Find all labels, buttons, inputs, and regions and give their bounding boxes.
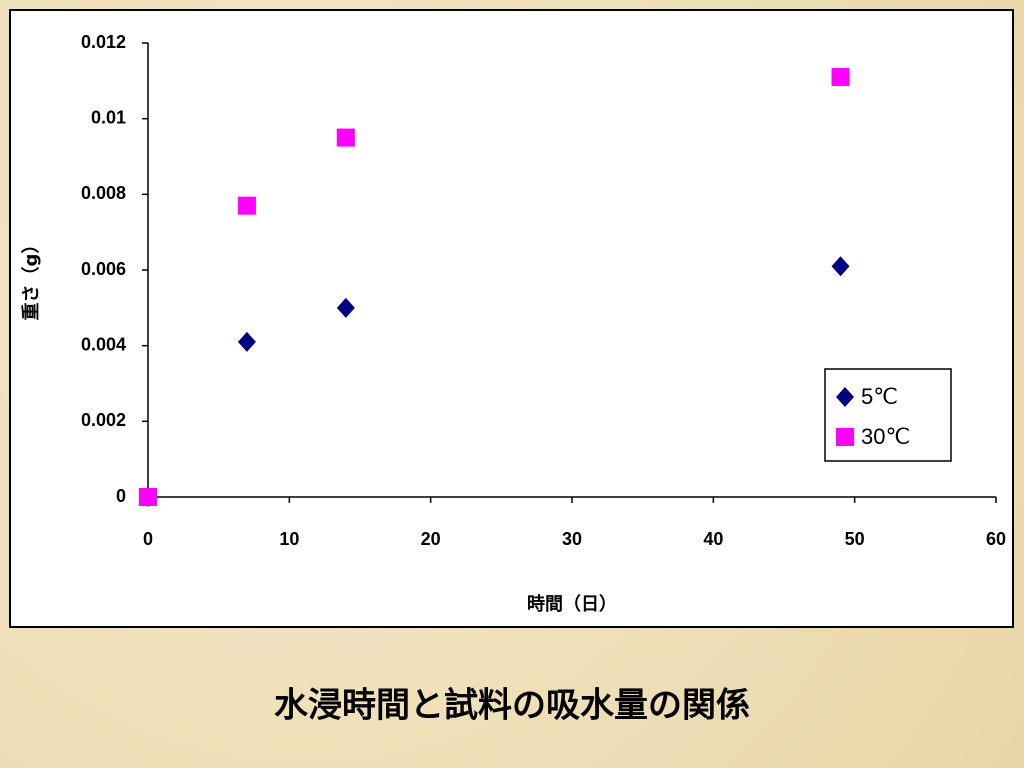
y-tick-label: 0.01 xyxy=(91,107,126,127)
y-axis-title: 重さ（g） xyxy=(20,236,42,321)
data-point xyxy=(336,128,355,147)
legend-label: 5℃ xyxy=(861,384,898,409)
x-tick-label: 20 xyxy=(421,529,441,549)
slide-title: 水浸時間と試料の吸水量の関係 xyxy=(274,686,750,726)
data-point xyxy=(831,68,850,87)
y-tick-label: 0.006 xyxy=(81,259,126,279)
data-point xyxy=(336,297,355,318)
y-tick-label: 0.004 xyxy=(81,334,126,354)
legend-label: 30℃ xyxy=(861,424,910,449)
data-point xyxy=(139,488,157,506)
legend-marker xyxy=(836,387,854,407)
legend-box xyxy=(824,368,952,462)
x-tick-label: 60 xyxy=(986,529,1006,549)
y-tick-label: 0.008 xyxy=(81,183,126,203)
x-tick-label: 10 xyxy=(279,529,299,549)
x-axis-title: 時間（日） xyxy=(527,594,617,615)
y-tick-label: 0.012 xyxy=(81,32,126,52)
x-tick-label: 30 xyxy=(562,529,582,549)
legend-marker xyxy=(836,428,854,446)
x-tick-label: 50 xyxy=(845,529,865,549)
x-tick-label: 0 xyxy=(143,529,153,549)
y-tick-label: 0.002 xyxy=(81,410,126,430)
chart-panel xyxy=(9,9,1014,628)
data-point xyxy=(237,331,256,352)
data-point xyxy=(237,196,256,215)
data-point xyxy=(831,256,850,277)
y-tick-label: 0 xyxy=(116,486,126,506)
x-tick-label: 40 xyxy=(703,529,723,549)
